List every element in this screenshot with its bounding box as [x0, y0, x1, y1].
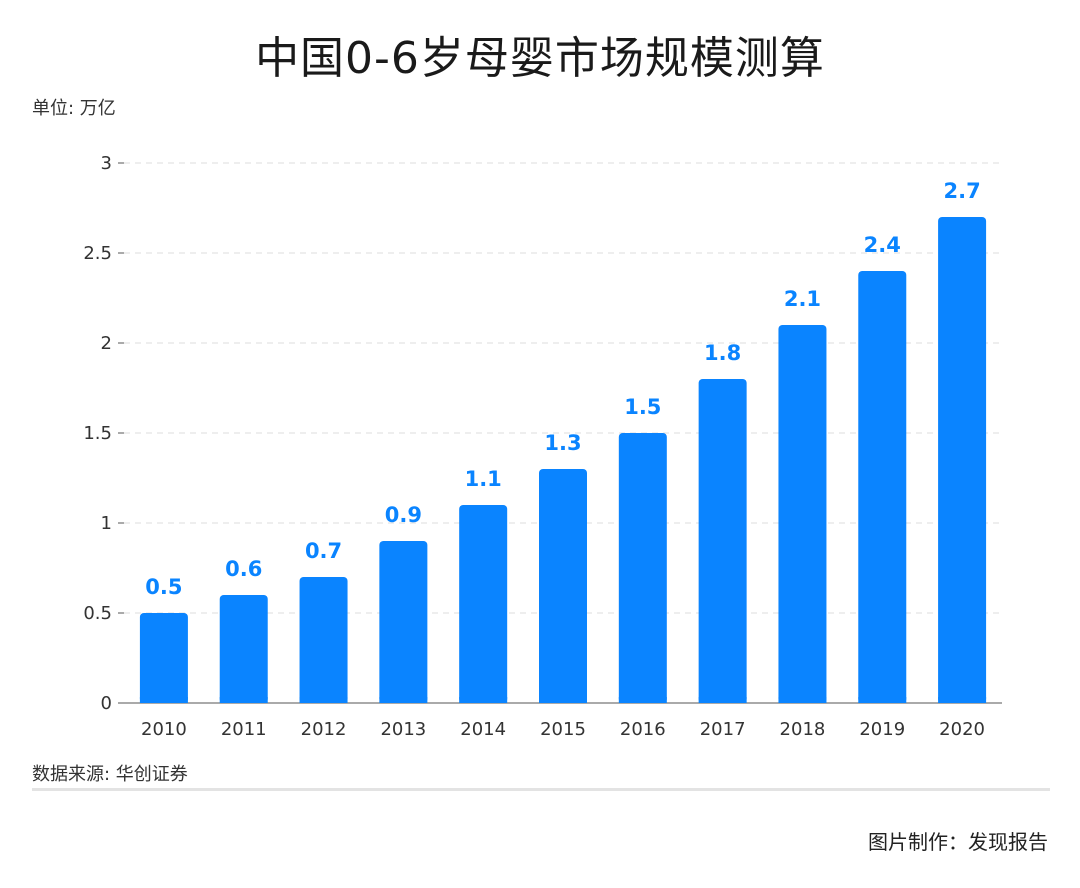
bar-base-2016 [618, 697, 667, 703]
y-tick-label: 1 [101, 513, 112, 534]
data-label-2014: 1.1 [465, 467, 502, 491]
source-note: 数据来源: 华创证券 [32, 764, 188, 785]
x-tick-label-2010: 2010 [141, 719, 187, 740]
x-tick-label-2020: 2020 [939, 719, 985, 740]
bar-2020 [938, 217, 987, 703]
bar-base-2014 [459, 697, 508, 703]
bar-base-2019 [858, 697, 907, 703]
bar-2012 [299, 577, 348, 703]
bar-base-2018 [778, 697, 827, 703]
data-label-2020: 2.7 [943, 179, 980, 203]
y-tick-label: 0 [101, 693, 112, 714]
bar-chart: 0 0.5 1 1.5 2 2.5 3 2010 2011 2012 2013 2014 2015 201… [83, 153, 1002, 740]
x-tick-label-2012: 2012 [301, 719, 347, 740]
x-tick-label-2016: 2016 [620, 719, 666, 740]
data-label-2016: 1.5 [624, 395, 661, 419]
chart-title: 中国0-6岁母婴市场规模测算 [255, 33, 825, 84]
y-tick-label: 0.5 [83, 603, 112, 624]
bar-base-2017 [698, 697, 747, 703]
x-tick-label-2011: 2011 [221, 719, 267, 740]
bar-2019 [858, 271, 907, 703]
axis-layer: 0 0.5 1 1.5 2 2.5 3 2010 2011 2012 2013 2014 2015 201… [83, 153, 1002, 740]
bar-2011 [219, 595, 268, 703]
bar-layer [139, 217, 987, 703]
grid-layer [124, 162, 1002, 614]
data-label-2017: 1.8 [704, 341, 741, 365]
data-label-2018: 2.1 [784, 287, 821, 311]
x-tick-label-2018: 2018 [780, 719, 826, 740]
data-label-2013: 0.9 [385, 503, 422, 527]
bar-base-2011 [219, 697, 268, 703]
bar-base-2015 [539, 697, 587, 703]
bar-2017 [698, 379, 747, 703]
bar-base-2020 [938, 697, 987, 703]
bar-base-2012 [299, 697, 348, 703]
bar-base-2013 [379, 697, 428, 703]
bar-2010 [139, 613, 188, 703]
y-tick-label: 2 [101, 333, 112, 354]
data-label-2011: 0.6 [225, 557, 262, 581]
bar-2014 [459, 505, 508, 703]
unit-label: 单位: 万亿 [32, 98, 116, 119]
image-credit: 图片制作：发现报告 [868, 830, 1048, 854]
bar-2016 [618, 433, 667, 703]
footer-divider [32, 788, 1050, 791]
x-tick-label-2014: 2014 [460, 719, 506, 740]
bar-2018 [778, 325, 827, 703]
x-tick-label-2019: 2019 [859, 719, 905, 740]
data-label-2012: 0.7 [305, 539, 342, 563]
x-tick-label-2013: 2013 [380, 719, 426, 740]
x-tick-label-2017: 2017 [700, 719, 746, 740]
y-tick-label: 3 [101, 153, 112, 174]
label-layer: 0.5 0.6 0.7 0.9 1.1 1.3 1.5 1.8 2.1 2.4 2.7 [145, 179, 980, 599]
data-label-2010: 0.5 [145, 575, 182, 599]
y-tick-label: 2.5 [83, 243, 112, 264]
x-tick-label-2015: 2015 [540, 719, 586, 740]
bar-base-2010 [139, 697, 188, 703]
data-label-2019: 2.4 [864, 233, 901, 257]
y-tick-label: 1.5 [83, 423, 112, 444]
data-label-2015: 1.3 [544, 431, 581, 455]
bar-2013 [379, 541, 428, 703]
bar-2015 [539, 469, 587, 703]
